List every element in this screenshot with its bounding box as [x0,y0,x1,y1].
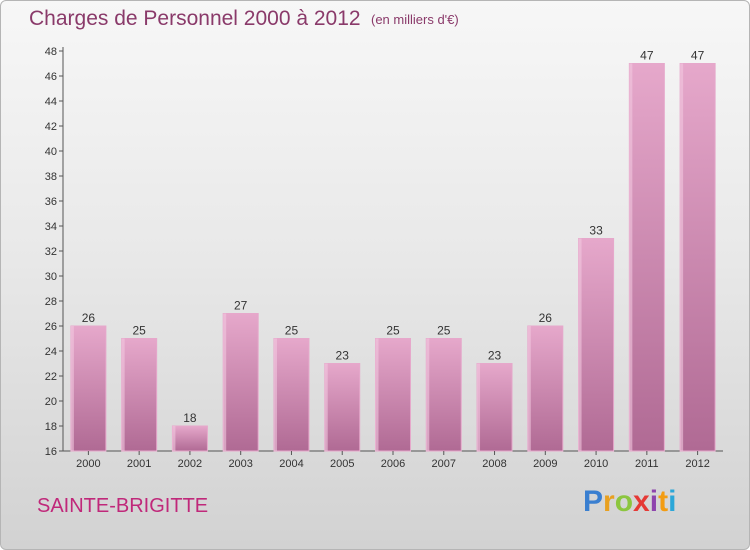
y-tick-label: 40 [45,146,57,158]
logo-letter: r [603,485,615,518]
x-tick-label-2005: 2005 [330,458,354,470]
bar-highlight-2008 [477,363,481,451]
commune-name: SAINTE-BRIGITTE [37,495,209,517]
logo-letter: P [583,485,604,518]
logo-letter: t [658,485,669,518]
bar-2003 [222,313,259,452]
data-label-2006: 25 [386,324,400,338]
data-label-2000: 26 [82,311,96,325]
bar-2006 [375,338,411,452]
logo-letter: i [668,485,677,518]
logo-letter: x [633,485,650,518]
bar-2005 [324,363,361,452]
logo-letter: o [614,485,634,518]
data-label-2007: 25 [437,324,451,338]
data-label-2003: 27 [234,299,248,313]
bar-2007 [425,338,462,452]
bar-highlight-2009 [527,326,531,451]
bar-highlight-2007 [426,338,430,451]
bar-highlight-2002 [172,426,176,451]
x-tick-label-2003: 2003 [228,458,252,470]
data-label-2008: 23 [488,349,502,363]
bar-highlight-2003 [223,313,227,451]
data-label-2005: 23 [336,349,350,363]
y-tick-label: 32 [45,246,57,258]
bar-highlight-2006 [375,338,379,451]
data-label-2012: 47 [691,49,705,63]
bar-2002 [171,425,208,452]
bar-highlight-2010 [578,238,582,451]
y-tick-label: 44 [45,96,57,108]
bar-2009 [527,325,564,452]
bar-2000 [70,325,107,452]
bar-highlight-2000 [70,326,74,451]
bar-highlight-2012 [680,63,684,451]
y-tick-label: 16 [45,446,57,458]
x-tick-label-2011: 2011 [635,458,659,470]
data-label-2001: 25 [132,324,146,338]
y-tick-label: 26 [45,321,57,333]
data-label-2009: 26 [539,311,553,325]
x-tick-label-2012: 2012 [685,458,709,470]
bar-highlight-2001 [121,338,125,451]
y-tick-label: 38 [45,171,57,183]
bar-2011 [628,63,665,452]
data-label-2004: 25 [285,324,299,338]
x-tick-label-2006: 2006 [381,458,405,470]
y-tick-label: 24 [45,346,57,358]
bar-2012 [679,63,716,452]
data-label-2011: 47 [640,49,654,63]
bar-highlight-2005 [324,363,328,451]
y-tick-label: 20 [45,396,57,408]
y-tick-label: 22 [45,371,57,383]
bar-highlight-2004 [273,338,277,451]
bar-2004 [273,338,310,452]
chart-subtitle: (en milliers d'€) [371,12,459,27]
y-tick-label: 48 [45,46,57,58]
bar-highlight-2011 [629,63,633,451]
bar-2008 [476,363,513,452]
y-tick-label: 42 [45,121,57,133]
y-tick-label: 28 [45,296,57,308]
x-tick-label-2001: 2001 [127,458,151,470]
x-tick-label-2000: 2000 [76,458,100,470]
x-tick-label-2004: 2004 [279,458,303,470]
x-tick-label-2009: 2009 [533,458,557,470]
y-tick-label: 34 [45,221,57,233]
chart-title: Charges de Personnel 2000 à 2012 [29,7,361,30]
y-tick-label: 18 [45,421,57,433]
x-tick-label-2002: 2002 [178,458,202,470]
bar-2010 [578,238,615,452]
x-tick-label-2008: 2008 [482,458,506,470]
data-label-2002: 18 [183,411,197,425]
proxiti-logo: Proxiti [583,485,676,519]
y-tick-label: 30 [45,271,57,283]
y-tick-label: 36 [45,196,57,208]
y-tick-label: 46 [45,71,57,83]
data-label-2010: 33 [589,224,603,238]
logo-letter: i [649,485,659,518]
bar-2001 [121,338,158,452]
x-tick-label-2007: 2007 [432,458,456,470]
x-tick-label-2010: 2010 [584,458,608,470]
